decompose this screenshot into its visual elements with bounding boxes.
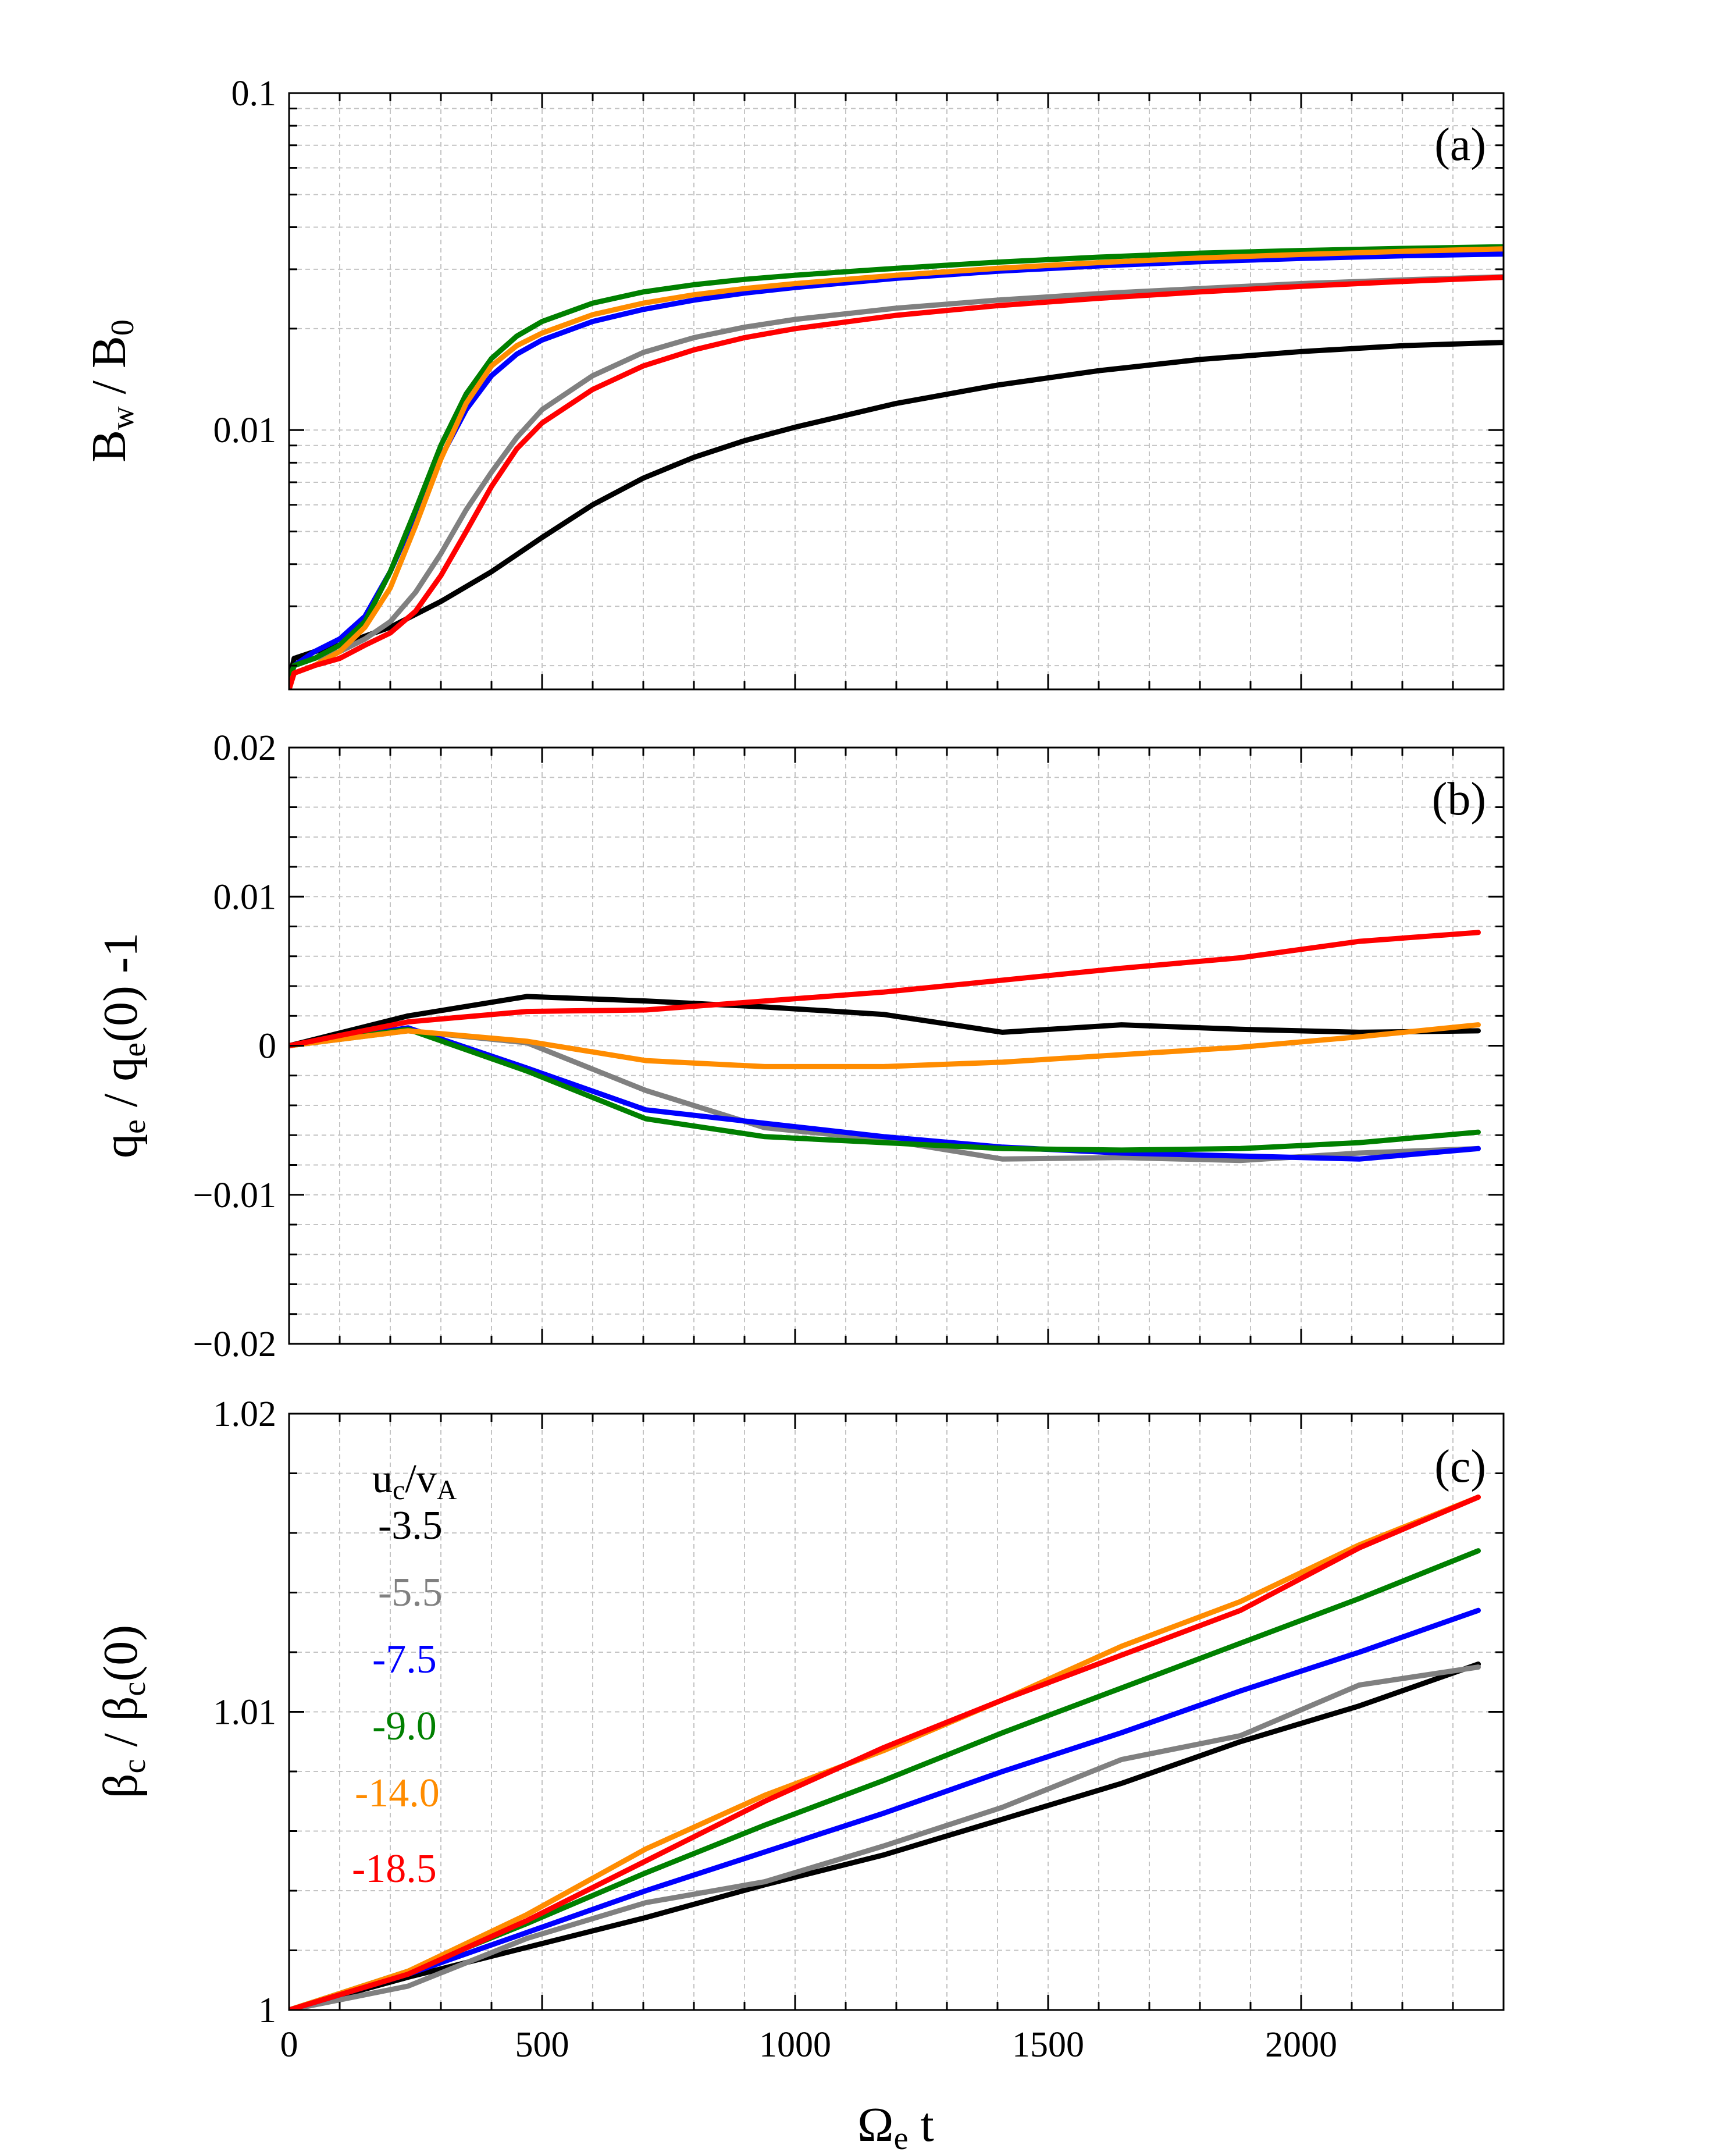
- y-tick-label: 0: [258, 1027, 276, 1066]
- legend-entry: -18.5: [352, 1847, 437, 1891]
- panel-b-ticks: −0.02 −0.01 0 0.01 0.02: [193, 728, 1504, 1364]
- series-line--18.5: [289, 1495, 1481, 2010]
- legend-entry: -7.5: [372, 1637, 437, 1682]
- x-tick-label: 1000: [759, 2025, 831, 2065]
- x-tick-label: 500: [515, 2025, 569, 2065]
- series-line--9.0: [289, 1026, 1481, 1153]
- series-line--5.5: [289, 274, 1504, 684]
- panel-c-ylabel: βc / βc(0): [94, 1625, 152, 1799]
- y-tick-label: 0.02: [213, 728, 277, 768]
- series-line--14.0: [289, 246, 1504, 689]
- x-axis-label: Ωe t: [857, 2098, 934, 2156]
- y-tick-label: 1: [258, 1991, 276, 2030]
- panel-a-grid: [289, 93, 1504, 689]
- panel-b: −0.02 −0.01 0 0.01 0.02 (b) qe / qe(0) -1: [94, 728, 1505, 1364]
- series-line--9.0: [289, 244, 1504, 684]
- y-tick-label: 1.01: [213, 1693, 277, 1732]
- series-line--14.0: [289, 1022, 1481, 1069]
- legend-entry: -14.0: [355, 1771, 440, 1816]
- series-line--18.5: [289, 275, 1504, 689]
- y-tick-label: −0.02: [193, 1325, 276, 1364]
- series-line--3.5: [289, 994, 1481, 1048]
- panel-c-ticks: 1 1.01 1.02: [213, 1394, 1504, 2030]
- panel-c-frame: [288, 1413, 1505, 2011]
- y-tick-label: 1.02: [213, 1394, 277, 1434]
- series-line--3.5: [289, 1662, 1481, 2010]
- y-tick-label: 0.01: [213, 411, 277, 450]
- legend: uc/vA -3.5 -5.5 -7.5 -9.0 -14.0 -18.5: [352, 1457, 457, 1891]
- panel-c-series: [289, 1495, 1481, 2010]
- legend-title: uc/vA: [372, 1457, 457, 1506]
- panel-c-grid: [289, 1414, 1504, 2010]
- series-line--18.5: [289, 930, 1481, 1048]
- x-tick-labels: 0 500 1000 1500 2000: [280, 2025, 1338, 2065]
- panel-a-series: [289, 244, 1504, 689]
- series-line--7.5: [289, 251, 1504, 684]
- panel-a: 0.01 0.1 (a) Bw / B0: [82, 74, 1505, 691]
- panel-b-series: [289, 930, 1481, 1164]
- y-tick-label: 0.01: [213, 877, 277, 917]
- x-tick-label: 2000: [1265, 2025, 1337, 2065]
- panel-b-grid: [289, 748, 1504, 1344]
- series-line--7.5: [289, 1607, 1481, 2010]
- legend-entry: -9.0: [372, 1704, 437, 1749]
- panel-a-tag: (a): [1434, 119, 1486, 170]
- y-tick-label: −0.01: [193, 1176, 276, 1215]
- y-tick-label: 0.1: [231, 74, 277, 113]
- panel-a-ylabel: Bw / B0: [82, 319, 141, 462]
- panel-b-tag: (b): [1432, 774, 1486, 825]
- x-tick-label: 1500: [1012, 2025, 1084, 2065]
- panel-a-ticks: 0.01 0.1: [213, 74, 1504, 689]
- legend-entry: -5.5: [378, 1570, 443, 1615]
- series-line--14.0: [289, 1495, 1481, 2010]
- panel-c-tag: (c): [1434, 1441, 1486, 1492]
- series-line--5.5: [289, 1664, 1481, 2010]
- x-tick-label: 0: [280, 2025, 298, 2065]
- panel-b-frame: [288, 746, 1505, 1345]
- panel-c: 1 1.01 1.02 (c) βc / βc(0) uc/vA -3.5 -5.5 -…: [94, 1394, 1505, 2030]
- panel-a-frame: [288, 92, 1505, 691]
- panel-b-ylabel: qe / qe(0) -1: [94, 933, 152, 1158]
- legend-entry: -3.5: [378, 1503, 443, 1548]
